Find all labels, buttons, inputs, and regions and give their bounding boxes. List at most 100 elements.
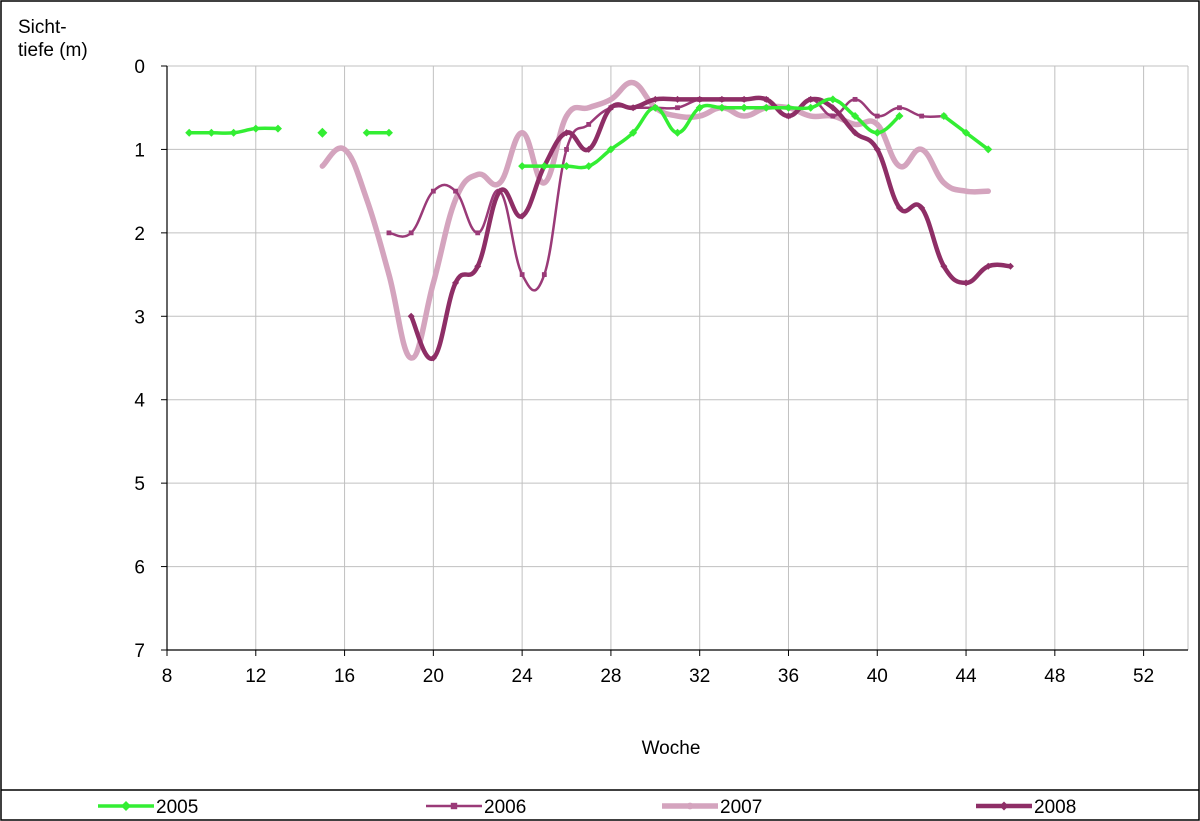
series-line-2008 <box>408 95 1013 361</box>
y-axis-label-line1: Sicht- <box>18 17 67 38</box>
data-point-2005 <box>584 162 593 171</box>
data-point-2005 <box>651 103 660 112</box>
data-point-2007 <box>985 188 991 194</box>
legend-item-2007: 2007 <box>662 797 762 818</box>
data-point-2007 <box>563 113 570 119</box>
data-point-2008 <box>496 187 504 195</box>
x-tick-label: 36 <box>778 666 799 687</box>
x-tick-label: 32 <box>689 666 710 687</box>
legend: 2005 2006 2007 2008 <box>98 797 1076 818</box>
data-point-2008 <box>940 262 948 270</box>
data-point-2007 <box>896 163 903 169</box>
x-tick-label: 44 <box>955 666 977 687</box>
data-point-2007 <box>319 163 325 169</box>
data-point-2005 <box>828 95 837 104</box>
data-point-2007 <box>452 196 459 203</box>
y-tick-label: 5 <box>134 474 145 495</box>
data-point-2006 <box>830 113 836 119</box>
data-point-2008 <box>429 354 437 362</box>
data-point-2007 <box>630 80 636 86</box>
data-point-2006 <box>519 272 525 277</box>
data-point-2007 <box>342 146 348 152</box>
data-point-2008 <box>807 95 815 103</box>
data-point-2007 <box>852 121 858 127</box>
legend-item-2006: 2006 <box>426 797 526 818</box>
data-point-2008 <box>452 279 460 287</box>
data-point-2008 <box>784 112 792 120</box>
data-point-2005 <box>185 128 194 137</box>
data-point-2008 <box>474 262 482 270</box>
y-tick-label: 4 <box>134 391 145 412</box>
data-point-2008 <box>607 104 615 112</box>
data-point-2005 <box>384 128 393 137</box>
data-point-2007 <box>519 130 525 136</box>
data-point-2006 <box>453 188 458 194</box>
data-point-2006 <box>408 230 414 236</box>
x-tick-label: 16 <box>334 666 355 687</box>
y-tick-label: 1 <box>134 140 145 161</box>
data-point-2008 <box>585 145 593 153</box>
data-point-2005 <box>939 112 948 121</box>
data-point-2005 <box>629 128 638 137</box>
legend-marker-2006 <box>450 802 458 810</box>
data-point-2008 <box>851 129 859 137</box>
x-tick-label: 20 <box>423 666 444 687</box>
data-point-2007 <box>364 196 370 203</box>
data-point-2008 <box>563 129 571 137</box>
data-point-2006 <box>586 122 592 127</box>
data-point-2008 <box>762 95 770 103</box>
data-point-2007 <box>674 113 681 119</box>
data-point-2007 <box>963 188 969 194</box>
y-tick-label: 7 <box>134 641 145 662</box>
data-point-2006 <box>897 105 902 111</box>
data-point-2005 <box>673 128 682 137</box>
data-point-2007 <box>874 121 880 127</box>
data-point-2006 <box>386 230 392 236</box>
data-point-2007 <box>386 272 392 278</box>
data-point-2005 <box>962 128 971 137</box>
legend-label-2007: 2007 <box>720 797 762 818</box>
x-tick-label: 12 <box>245 666 266 687</box>
y-tick-label: 0 <box>134 57 145 78</box>
data-point-2005 <box>984 145 993 154</box>
data-point-2005 <box>251 124 260 133</box>
x-tick-label: 28 <box>600 666 621 687</box>
data-point-2005 <box>873 128 882 137</box>
data-point-2008 <box>918 204 926 212</box>
data-point-2007 <box>541 180 547 186</box>
legend-item-2005: 2005 <box>98 797 198 818</box>
legend-label-2008: 2008 <box>1034 797 1076 818</box>
legend-label-2006: 2006 <box>484 797 526 818</box>
data-point-2008 <box>829 104 837 112</box>
data-point-2005 <box>851 112 860 121</box>
plot-series <box>185 79 1014 362</box>
data-point-2008 <box>651 95 659 103</box>
data-point-2007 <box>475 171 481 178</box>
data-point-2005 <box>207 128 216 137</box>
data-point-2006 <box>541 272 547 277</box>
data-point-2005 <box>895 112 904 121</box>
data-point-2008 <box>873 145 881 153</box>
data-point-2007 <box>741 113 747 119</box>
legend-label-2005: 2005 <box>156 797 198 818</box>
legend-marker-2005 <box>121 801 131 811</box>
data-point-2007 <box>586 105 592 111</box>
data-point-2005 <box>806 103 815 112</box>
data-point-2006 <box>919 113 925 119</box>
data-point-2008 <box>407 312 415 320</box>
data-point-2008 <box>740 95 748 103</box>
legend-marker-2007 <box>686 802 694 810</box>
y-tick-label: 3 <box>134 307 145 328</box>
data-point-2005 <box>717 103 726 112</box>
data-point-2005 <box>540 162 549 171</box>
y-tick-label: 2 <box>134 224 145 245</box>
y-tick-label: 6 <box>134 558 145 579</box>
data-point-2005 <box>762 103 771 112</box>
x-tick-label: 48 <box>1044 666 1065 687</box>
data-point-2008 <box>674 95 681 103</box>
data-point-2007 <box>497 180 503 186</box>
data-point-2008 <box>895 204 903 212</box>
